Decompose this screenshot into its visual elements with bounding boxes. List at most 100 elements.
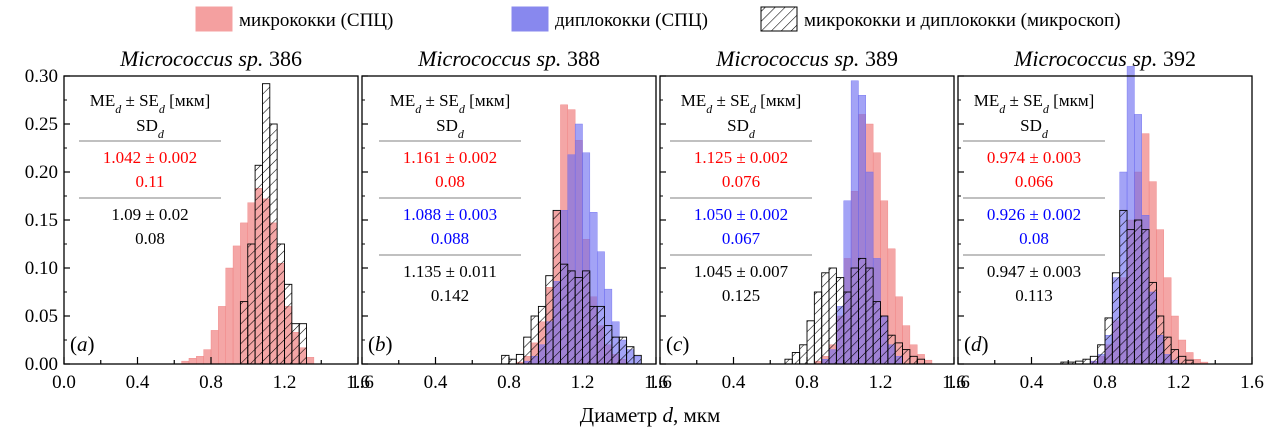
panel-title: Micrococcus sp. 388: [417, 46, 600, 71]
bar-scope: [611, 336, 620, 365]
x-tick-label: 1.2: [1167, 372, 1191, 393]
y-tick-label: 0.20: [25, 162, 58, 183]
panel-letter: (a): [70, 332, 95, 356]
bar-scope: [262, 83, 271, 365]
stats-sd: 0.066: [1015, 172, 1053, 191]
panel-d: Micrococcus sp. 392 1.6 0.4 0.8 1.2 1.6 MEd ± …: [946, 46, 1264, 393]
panel-a: Micrococcus sp. 386 0.0 0.4 0.8 1.2 1.6 0.00 0.…: [25, 46, 370, 393]
legend-swatch: [511, 6, 549, 32]
bar-scope: [501, 354, 510, 365]
panel-b: Micrococcus sp. 388 1.6 0.4 0.8 1.2 1.6 MEd ± …: [350, 46, 668, 393]
x-tick-label: 0.4: [1020, 372, 1044, 393]
bar-scope: [813, 291, 823, 365]
x-tick-label: 1.6: [350, 372, 374, 393]
x-tick-label: 1.6: [942, 372, 966, 393]
legend-swatch: [195, 6, 233, 32]
bar-scope: [530, 315, 539, 365]
legend-item-1: диплококки (СПЦ): [511, 6, 708, 32]
x-tick-label: 1.6: [946, 372, 970, 393]
bar-scope: [1148, 281, 1157, 365]
y-tick-label: 0.05: [25, 306, 58, 327]
bar-scope: [872, 301, 881, 365]
stats-mean: 1.125 ± 0.002: [694, 148, 788, 167]
stats-header-sd: SDd: [727, 116, 756, 141]
bar-scope: [1126, 229, 1135, 365]
bar-scope: [791, 352, 801, 365]
stats-sd: 0.142: [431, 286, 469, 305]
bar-scope: [835, 277, 845, 365]
bar-scope: [843, 291, 852, 365]
bar-micro: [203, 349, 212, 365]
bar-scope: [821, 272, 830, 365]
bar-scope: [269, 123, 278, 365]
bar-scope: [604, 325, 613, 365]
x-tick-label: 1.6: [346, 372, 370, 393]
bar-scope: [247, 243, 256, 365]
bar-scope: [909, 355, 918, 365]
bar-scope: [865, 267, 874, 365]
stats-mean: 1.050 ± 0.002: [694, 205, 788, 224]
bar-scope: [618, 336, 628, 365]
bar-scope: [574, 277, 583, 365]
bar-scope: [276, 243, 285, 365]
stats-mean: 0.974 ± 0.003: [987, 148, 1081, 167]
bar-scope: [1155, 315, 1165, 365]
bar-scope: [1111, 272, 1121, 365]
bar-scope: [1089, 355, 1099, 365]
bar-scope: [1104, 317, 1113, 365]
stats-sd: 0.11: [135, 172, 164, 191]
bar-scope: [545, 275, 554, 365]
bar-scope: [799, 344, 808, 365]
bar-scope: [850, 267, 859, 365]
bar-scope: [567, 270, 576, 365]
stats-sd: 0.088: [431, 229, 469, 248]
x-tick-label: 0.8: [497, 372, 521, 393]
panel-c: Micrococcus sp. 389 1.6 0.4 0.8 1.2 1.6 MEd ± …: [648, 46, 966, 393]
panel-letter: (d): [964, 332, 989, 356]
bar-scope: [916, 358, 926, 365]
stats-mean: 0.926 ± 0.002: [987, 205, 1081, 224]
bar-scope: [560, 263, 569, 365]
bar-micro: [218, 306, 226, 365]
x-tick-label: 0.4: [126, 372, 150, 393]
legend-label: микрококки (СПЦ): [239, 10, 393, 31]
stats-header: MEd ± SEd [мкм]: [681, 91, 802, 116]
panel-letter: (b): [368, 332, 393, 356]
x-tick-label: 1.6: [648, 372, 672, 393]
bar-scope: [1141, 229, 1150, 365]
panel-title: Micrococcus sp. 386: [119, 46, 302, 71]
bar-scope: [515, 353, 525, 365]
bar-scope: [582, 270, 591, 365]
bar-scope: [784, 358, 793, 365]
stats-sd: 0.08: [135, 229, 165, 248]
x-tick-label: 0.4: [722, 372, 746, 393]
x-tick-label: 0.0: [52, 372, 76, 393]
stats-mean: 1.088 ± 0.003: [403, 205, 497, 224]
legend-item-0: микрококки (СПЦ): [195, 6, 393, 32]
bar-scope: [1178, 355, 1187, 365]
x-tick-label: 1.2: [869, 372, 893, 393]
bar-micro: [210, 330, 219, 365]
legend-swatch: [760, 6, 798, 32]
bar-scope: [1119, 209, 1128, 365]
y-tick-label: 0.30: [25, 66, 58, 87]
legend-item-2: микрококки и диплококки (микроскоп): [760, 6, 1121, 32]
stats-mean: 0.947 ± 0.003: [987, 262, 1081, 281]
bar-scope: [284, 283, 293, 365]
stats-header: MEd ± SEd [мкм]: [90, 91, 211, 116]
stats-header: MEd ± SEd [мкм]: [974, 91, 1095, 116]
bar-scope: [880, 315, 889, 365]
stats-sd: 0.067: [722, 229, 761, 248]
legend-label: микрококки и диплококки (микроскоп): [804, 10, 1121, 31]
bar-micro: [225, 267, 234, 365]
bar-scope: [291, 323, 300, 365]
legend: микрококки (СПЦ) диплококки (СПЦ) микрокок…: [195, 6, 1121, 32]
panel-letter: (c): [666, 332, 689, 356]
stats-sd: 0.076: [722, 172, 760, 191]
bar-micro: [196, 356, 204, 365]
x-tick-label: 1.6: [644, 372, 668, 393]
bar-scope: [633, 354, 642, 365]
bar-scope: [537, 305, 547, 365]
y-tick-label: 0.15: [25, 210, 58, 231]
